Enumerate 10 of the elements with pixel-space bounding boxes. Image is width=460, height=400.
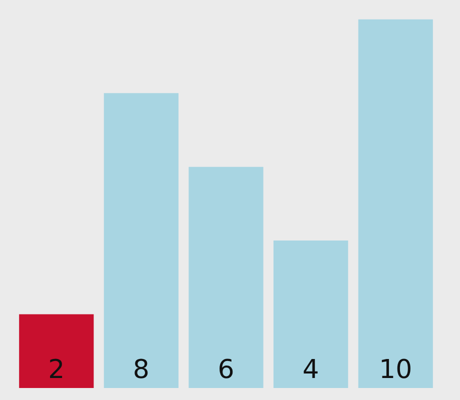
data-label: 6 (218, 355, 234, 385)
bar (104, 93, 179, 388)
bar (188, 166, 264, 388)
bar (358, 19, 433, 388)
bar (19, 314, 94, 388)
data-label: 4 (302, 355, 320, 385)
bar (273, 240, 348, 388)
data-label: 10 (379, 355, 412, 385)
data-label: 2 (48, 355, 65, 385)
data-label: 8 (132, 355, 150, 385)
